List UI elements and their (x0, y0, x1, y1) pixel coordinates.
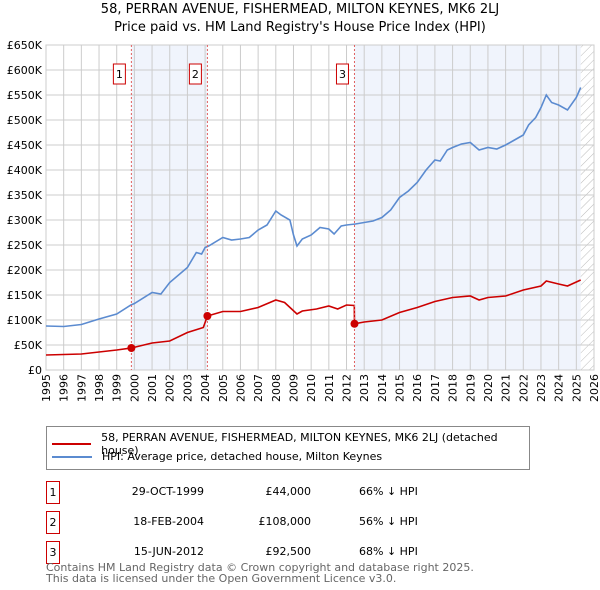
sale-point (203, 312, 212, 320)
sale-price: £44,000 (265, 485, 312, 498)
property-line-swatch (52, 443, 92, 445)
x-tick-label: 1996 (58, 374, 71, 402)
y-tick-label: £300K (7, 214, 43, 227)
sale-label-box (112, 63, 126, 85)
chart-subtitle: Price paid vs. HM Land Registry's House … (114, 20, 486, 35)
sale-number: 2 (46, 511, 60, 534)
plot-border (45, 44, 595, 371)
x-tick-label: 2007 (252, 374, 265, 402)
sale-label-box (188, 63, 202, 85)
x-tick-label: 1995 (40, 374, 53, 402)
y-tick-label: £250K (7, 239, 43, 252)
y-tick-label: £100K (7, 314, 43, 327)
y-tick-label: £600K (7, 64, 43, 77)
x-tick-label: 1998 (93, 374, 106, 402)
sale-row: 1 29-OCT-1999 £44,000 66% ↓ HPI (46, 481, 546, 505)
x-tick-label: 2000 (128, 374, 141, 402)
x-tick-label: 2003 (181, 374, 194, 402)
x-tick-label: 2014 (376, 374, 389, 402)
hpi-line (45, 87, 582, 328)
x-tick-label: 2020 (482, 374, 495, 402)
x-tick-label: 2006 (234, 374, 247, 402)
sale-hpi-diff: 66% ↓ HPI (359, 485, 418, 498)
y-tick-label: £200K (7, 264, 43, 277)
y-tick-label: £550K (7, 89, 43, 102)
x-tick-label: 2025 (570, 374, 583, 402)
sale-number: 1 (46, 481, 60, 504)
x-tick-label: 2001 (146, 374, 159, 402)
sale-date: 15-JUN-2012 (133, 545, 204, 558)
x-tick-label: 2008 (270, 374, 283, 402)
sale-hpi-diff: 68% ↓ HPI (359, 545, 418, 558)
y-tick-label: £450K (7, 139, 43, 152)
y-tick-label: £650K (7, 39, 43, 52)
footer-licence: This data is licensed under the Open Gov… (46, 572, 397, 585)
x-tick-label: 1999 (111, 374, 124, 402)
y-tick-label: £400K (7, 164, 43, 177)
sale-row: 3 15-JUN-2012 £92,500 68% ↓ HPI (46, 541, 546, 565)
x-tick-label: 2023 (535, 374, 548, 402)
sale-label-number: 2 (192, 68, 199, 81)
x-tick-label: 2002 (164, 374, 177, 402)
x-tick-label: 2004 (199, 374, 212, 402)
x-tick-label: 2009 (287, 374, 300, 402)
forecast-hatch (580, 45, 594, 370)
sale-number: 3 (46, 541, 60, 564)
x-tick-label: 2021 (500, 374, 513, 402)
sale-date: 18-FEB-2004 (133, 515, 204, 528)
x-tick-label: 2015 (394, 374, 407, 402)
sale-price: £92,500 (265, 545, 312, 558)
x-tick-label: 2010 (305, 374, 318, 402)
sale-label-box (335, 63, 349, 85)
y-tick-label: £350K (7, 189, 43, 202)
x-tick-label: 1997 (75, 374, 88, 402)
y-tick-label: £500K (7, 114, 43, 127)
price-chart: 1995 1996 1997 1998 1999 2000 2001 2002 2003 2004… (7, 39, 600, 402)
x-tick-label: 2017 (429, 374, 442, 402)
y-tick-label: £0 (28, 364, 42, 377)
chart-title: 58, PERRAN AVENUE, FISHERMEAD, MILTON KE… (100, 2, 500, 17)
sale-date: 29-OCT-1999 (131, 485, 204, 498)
x-tick-label: 2013 (358, 374, 371, 402)
sale-label-number: 3 (339, 68, 346, 81)
x-tick-label: 2012 (341, 374, 354, 402)
hpi-line-swatch (52, 455, 92, 458)
sale-point (127, 344, 136, 352)
sale-price: £108,000 (258, 515, 312, 528)
x-tick-label: 2016 (411, 374, 424, 402)
y-tick-label: £150K (7, 289, 43, 302)
sale-hpi-diff: 56% ↓ HPI (359, 515, 418, 528)
x-tick-label: 2005 (217, 374, 230, 402)
x-tick-label: 2022 (517, 374, 530, 402)
sale-label-number: 1 (116, 68, 123, 81)
x-tick-label: 2019 (464, 374, 477, 402)
ownership-period (354, 45, 581, 370)
legend-property: 58, PERRAN AVENUE, FISHERMEAD, MILTON KE… (101, 431, 498, 457)
x-tick-label: 2018 (447, 374, 460, 402)
sale-point (350, 319, 359, 328)
property-price-line (45, 279, 582, 356)
x-tick-label: 2011 (323, 374, 336, 402)
footer-copyright: Contains HM Land Registry data © Crown c… (46, 561, 474, 574)
y-tick-label: £50K (14, 339, 43, 352)
chart-legend: 58, PERRAN AVENUE, FISHERMEAD, MILTON KE… (46, 426, 530, 470)
x-tick-label: 2024 (553, 374, 566, 402)
x-tick-label: 2026 (588, 374, 600, 402)
legend-hpi: HPI: Average price, detached house, Milt… (102, 450, 383, 463)
sale-row: 2 18-FEB-2004 £108,000 56% ↓ HPI (46, 511, 546, 535)
